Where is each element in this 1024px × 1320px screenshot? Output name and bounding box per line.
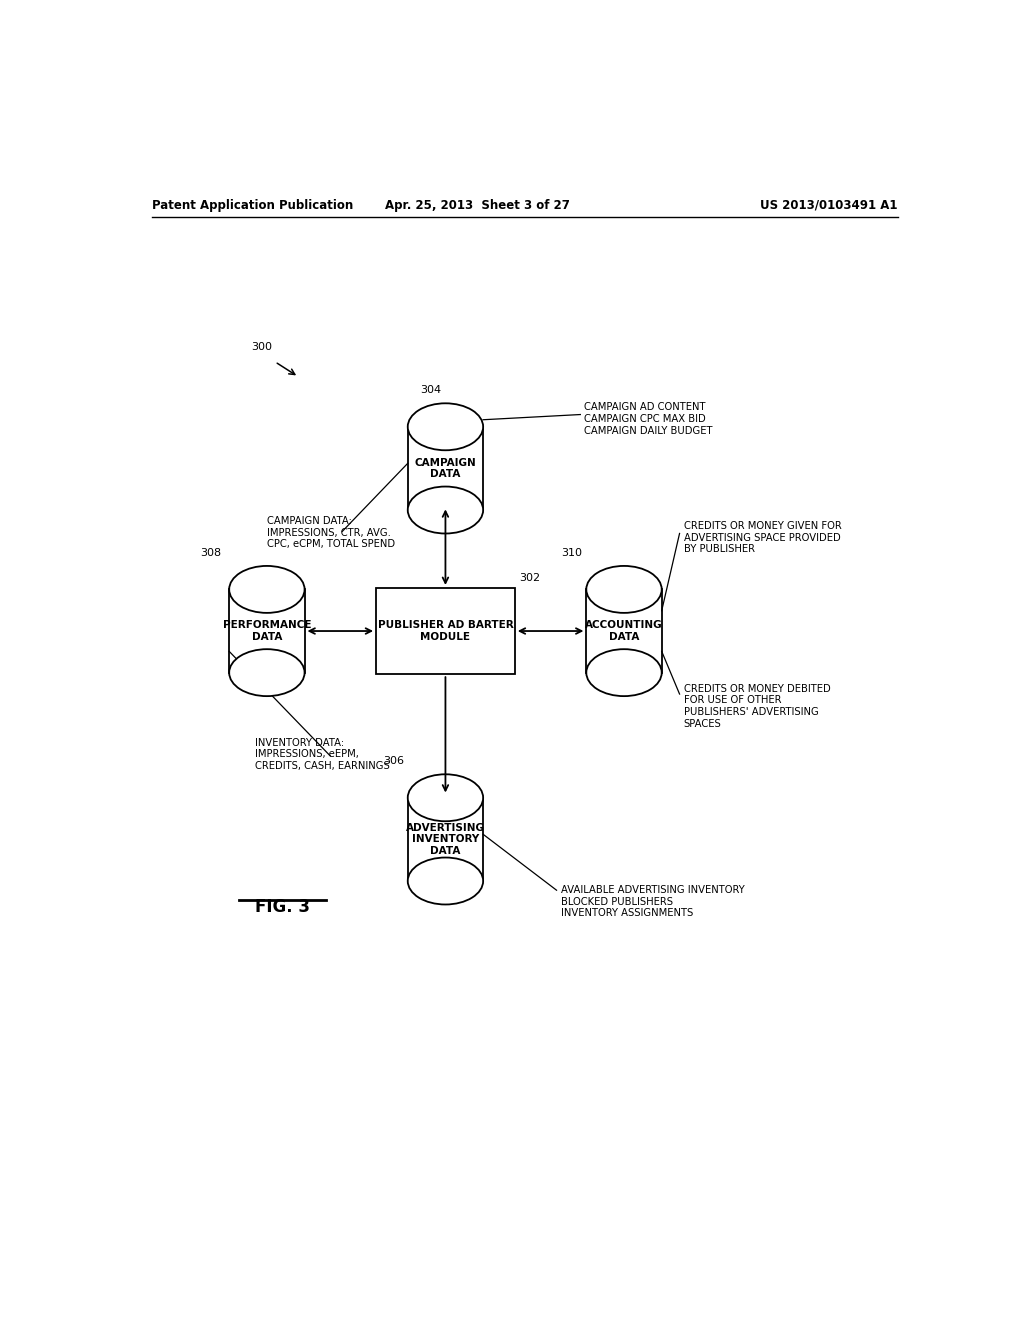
Ellipse shape bbox=[587, 649, 662, 696]
Ellipse shape bbox=[408, 404, 483, 450]
Text: PUBLISHER AD BARTER
MODULE: PUBLISHER AD BARTER MODULE bbox=[378, 620, 513, 642]
Text: CAMPAIGN DATA:
IMPRESSIONS, CTR, AVG.
CPC, eCPM, TOTAL SPEND: CAMPAIGN DATA: IMPRESSIONS, CTR, AVG. CP… bbox=[267, 516, 395, 549]
Text: CAMPAIGN AD CONTENT
CAMPAIGN CPC MAX BID
CAMPAIGN DAILY BUDGET: CAMPAIGN AD CONTENT CAMPAIGN CPC MAX BID… bbox=[585, 403, 713, 436]
Text: Apr. 25, 2013  Sheet 3 of 27: Apr. 25, 2013 Sheet 3 of 27 bbox=[385, 198, 569, 211]
Text: 306: 306 bbox=[383, 756, 403, 766]
Text: 302: 302 bbox=[519, 573, 540, 582]
Text: CREDITS OR MONEY GIVEN FOR
ADVERTISING SPACE PROVIDED
BY PUBLISHER: CREDITS OR MONEY GIVEN FOR ADVERTISING S… bbox=[684, 521, 842, 554]
Text: 310: 310 bbox=[561, 548, 583, 558]
Text: 308: 308 bbox=[200, 548, 221, 558]
Ellipse shape bbox=[229, 566, 304, 612]
Polygon shape bbox=[229, 590, 304, 673]
Ellipse shape bbox=[229, 649, 304, 696]
Text: PERFORMANCE
DATA: PERFORMANCE DATA bbox=[222, 620, 311, 642]
Text: 300: 300 bbox=[251, 342, 272, 351]
Text: 304: 304 bbox=[420, 385, 441, 395]
Text: ACCOUNTING
DATA: ACCOUNTING DATA bbox=[585, 620, 663, 642]
Ellipse shape bbox=[408, 858, 483, 904]
Ellipse shape bbox=[587, 566, 662, 612]
Polygon shape bbox=[587, 590, 662, 673]
Polygon shape bbox=[408, 797, 483, 880]
Text: FIG. 3: FIG. 3 bbox=[255, 899, 310, 916]
Text: CREDITS OR MONEY DEBITED
FOR USE OF OTHER
PUBLISHERS' ADVERTISING
SPACES: CREDITS OR MONEY DEBITED FOR USE OF OTHE… bbox=[684, 684, 830, 729]
Text: Patent Application Publication: Patent Application Publication bbox=[152, 198, 353, 211]
Ellipse shape bbox=[408, 775, 483, 821]
Text: US 2013/0103491 A1: US 2013/0103491 A1 bbox=[760, 198, 898, 211]
Bar bbox=[376, 587, 515, 675]
Text: AVAILABLE ADVERTISING INVENTORY
BLOCKED PUBLISHERS
INVENTORY ASSIGNMENTS: AVAILABLE ADVERTISING INVENTORY BLOCKED … bbox=[560, 886, 744, 919]
Polygon shape bbox=[408, 426, 483, 510]
Text: CAMPAIGN
DATA: CAMPAIGN DATA bbox=[415, 458, 476, 479]
Text: INVENTORY DATA:
IMPRESSIONS, eEPM,
CREDITS, CASH, EARNINGS: INVENTORY DATA: IMPRESSIONS, eEPM, CREDI… bbox=[255, 738, 390, 771]
Text: ADVERTISING
INVENTORY
DATA: ADVERTISING INVENTORY DATA bbox=[406, 822, 485, 855]
Ellipse shape bbox=[408, 487, 483, 533]
